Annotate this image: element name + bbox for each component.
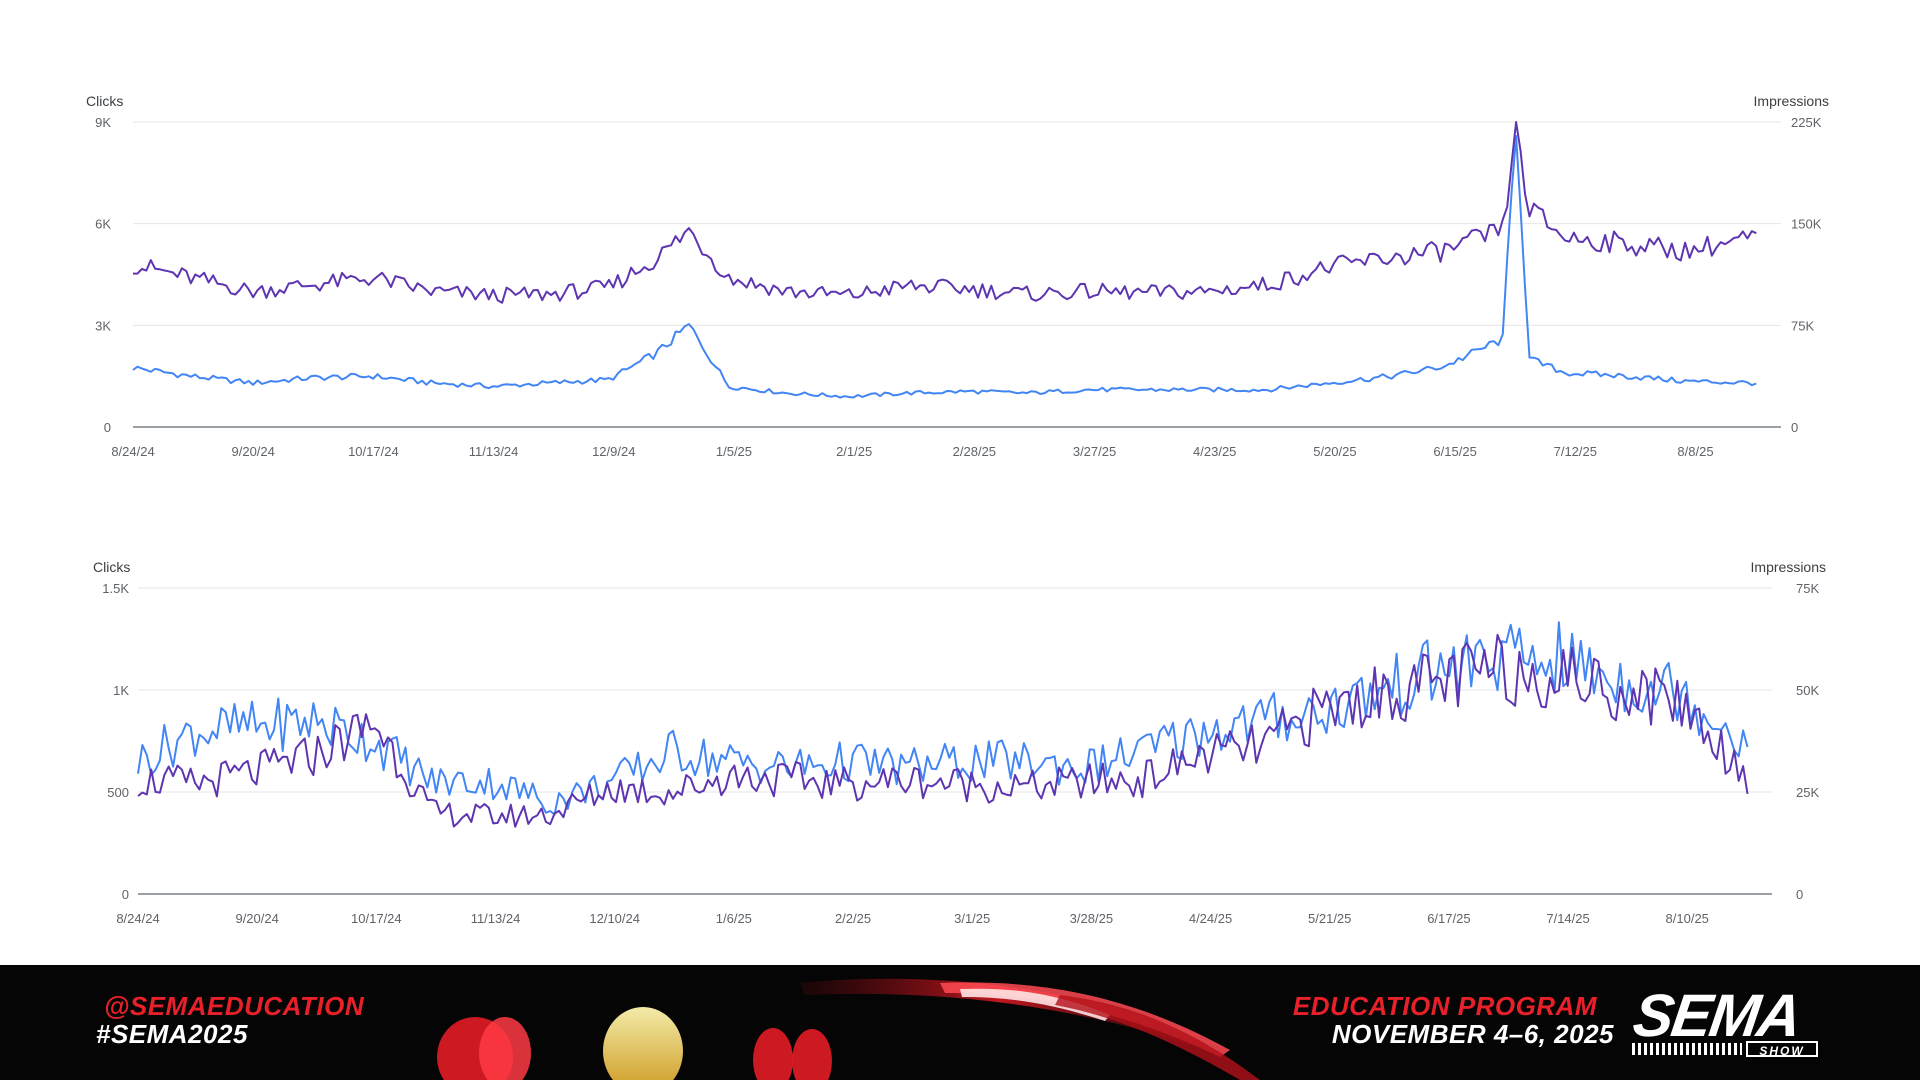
x-tick-label: 5/20/25 [1313,444,1356,459]
x-tick-label: 8/10/25 [1666,911,1709,926]
x-tick-label: 7/14/25 [1546,911,1589,926]
x-tick-label: 8/24/24 [116,911,159,926]
y-left-axis-title: Clicks [86,93,123,109]
chart-bottom: Clicks Impressions 1.5K 1K 500 0 75K 50K 25K 0 8/2… [93,559,1826,926]
y-left-tick-label: 0 [104,420,111,435]
y-right-tick-label: 225K [1791,115,1822,130]
x-tick-label: 11/13/24 [469,444,519,459]
x-tick-label: 2/1/25 [836,444,872,459]
x-tick-label: 10/17/24 [351,911,402,926]
y-right-tick-label: 25K [1796,785,1819,800]
y-right-axis-title: Impressions [1754,93,1829,109]
education-program-title: EDUCATION PROGRAM [1292,991,1597,1021]
y-left-tick-label: 0 [122,887,129,902]
footer-banner: @SEMAEDUCATION #SEMA2025 EDUCATION PROGR… [0,965,1920,1080]
x-tick-label: 3/27/25 [1073,444,1116,459]
x-tick-label: 6/17/25 [1427,911,1470,926]
event-hashtag: #SEMA2025 [96,1019,248,1049]
y-left-tick-label: 1.5K [102,581,129,596]
series-line-clicks [132,135,1757,399]
y-left-tick-label: 1K [113,683,129,698]
x-tick-label: 7/12/25 [1554,444,1597,459]
charts-area: Clicks Impressions9K6K3K0225K150K75K08/24… [86,93,1829,926]
chart-top: Clicks Impressions9K6K3K0225K150K75K08/24… [86,93,1829,459]
y-right-tick-label: 0 [1796,887,1803,902]
series-line-impressions [133,121,1757,304]
series-line-clicks [137,621,1749,816]
y-left-tick-label: 9K [95,115,111,130]
y-right-tick-label: 75K [1796,581,1819,596]
x-tick-label: 4/24/25 [1189,911,1232,926]
y-left-tick-label: 500 [107,785,129,800]
x-tick-label: 6/15/25 [1433,444,1476,459]
sema-logo-badge: SHOW [1746,1041,1818,1058]
y-right-tick-label: 75K [1791,318,1814,333]
x-tick-label: 3/28/25 [1070,911,1113,926]
sema-logo-stripes [1632,1043,1742,1055]
y-left-axis-title: Clicks [93,559,130,575]
x-tick-label: 2/2/25 [835,911,871,926]
x-tick-label: 5/21/25 [1308,911,1351,926]
x-tick-label: 8/24/24 [111,444,154,459]
series-line-impressions [137,633,1749,828]
y-left-tick-label: 3K [95,318,111,333]
y-left-tick-label: 6K [95,217,111,232]
x-tick-label: 11/13/24 [471,911,521,926]
x-tick-label: 4/23/25 [1193,444,1236,459]
y-right-axis-title: Impressions [1751,559,1826,575]
social-handle: @SEMAEDUCATION [104,991,365,1021]
x-tick-label: 9/20/24 [232,444,275,459]
event-dates: NOVEMBER 4–6, 2025 [1331,1019,1614,1049]
x-tick-label: 12/10/24 [589,911,640,926]
x-tick-label: 1/5/25 [716,444,752,459]
x-tick-label: 1/6/25 [716,911,752,926]
x-tick-label: 2/28/25 [953,444,996,459]
y-right-tick-label: 150K [1791,217,1822,232]
x-tick-label: 3/1/25 [954,911,990,926]
sema-logo-text: SEMA [1629,982,1805,1049]
light-streaks-background [437,978,1260,1080]
x-tick-label: 8/8/25 [1677,444,1713,459]
x-tick-label: 12/9/24 [592,444,635,459]
sema-show-logo: SEMA SHOW [1628,982,1828,1059]
y-right-tick-label: 50K [1796,683,1819,698]
x-tick-label: 9/20/24 [235,911,278,926]
x-tick-label: 10/17/24 [348,444,399,459]
y-right-tick-label: 0 [1791,420,1798,435]
